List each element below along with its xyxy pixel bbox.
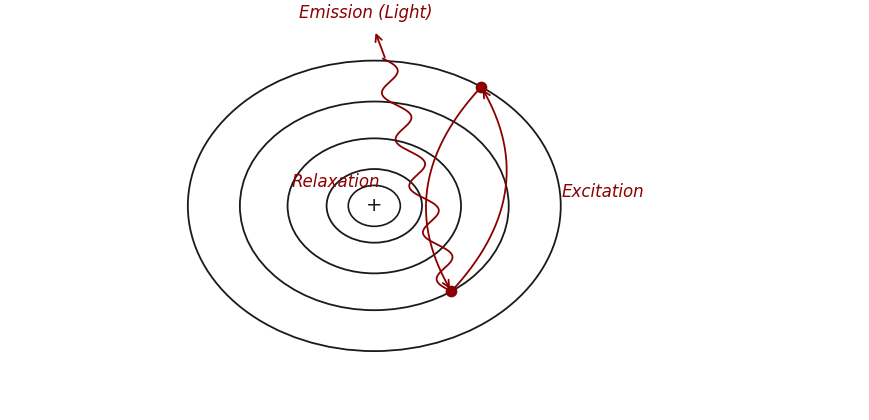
Point [444,288,458,295]
Point [474,84,488,90]
Text: +: + [366,197,382,215]
Text: Relaxation: Relaxation [291,173,380,192]
Text: Excitation: Excitation [561,183,643,201]
Text: Emission (Light): Emission (Light) [299,4,432,22]
